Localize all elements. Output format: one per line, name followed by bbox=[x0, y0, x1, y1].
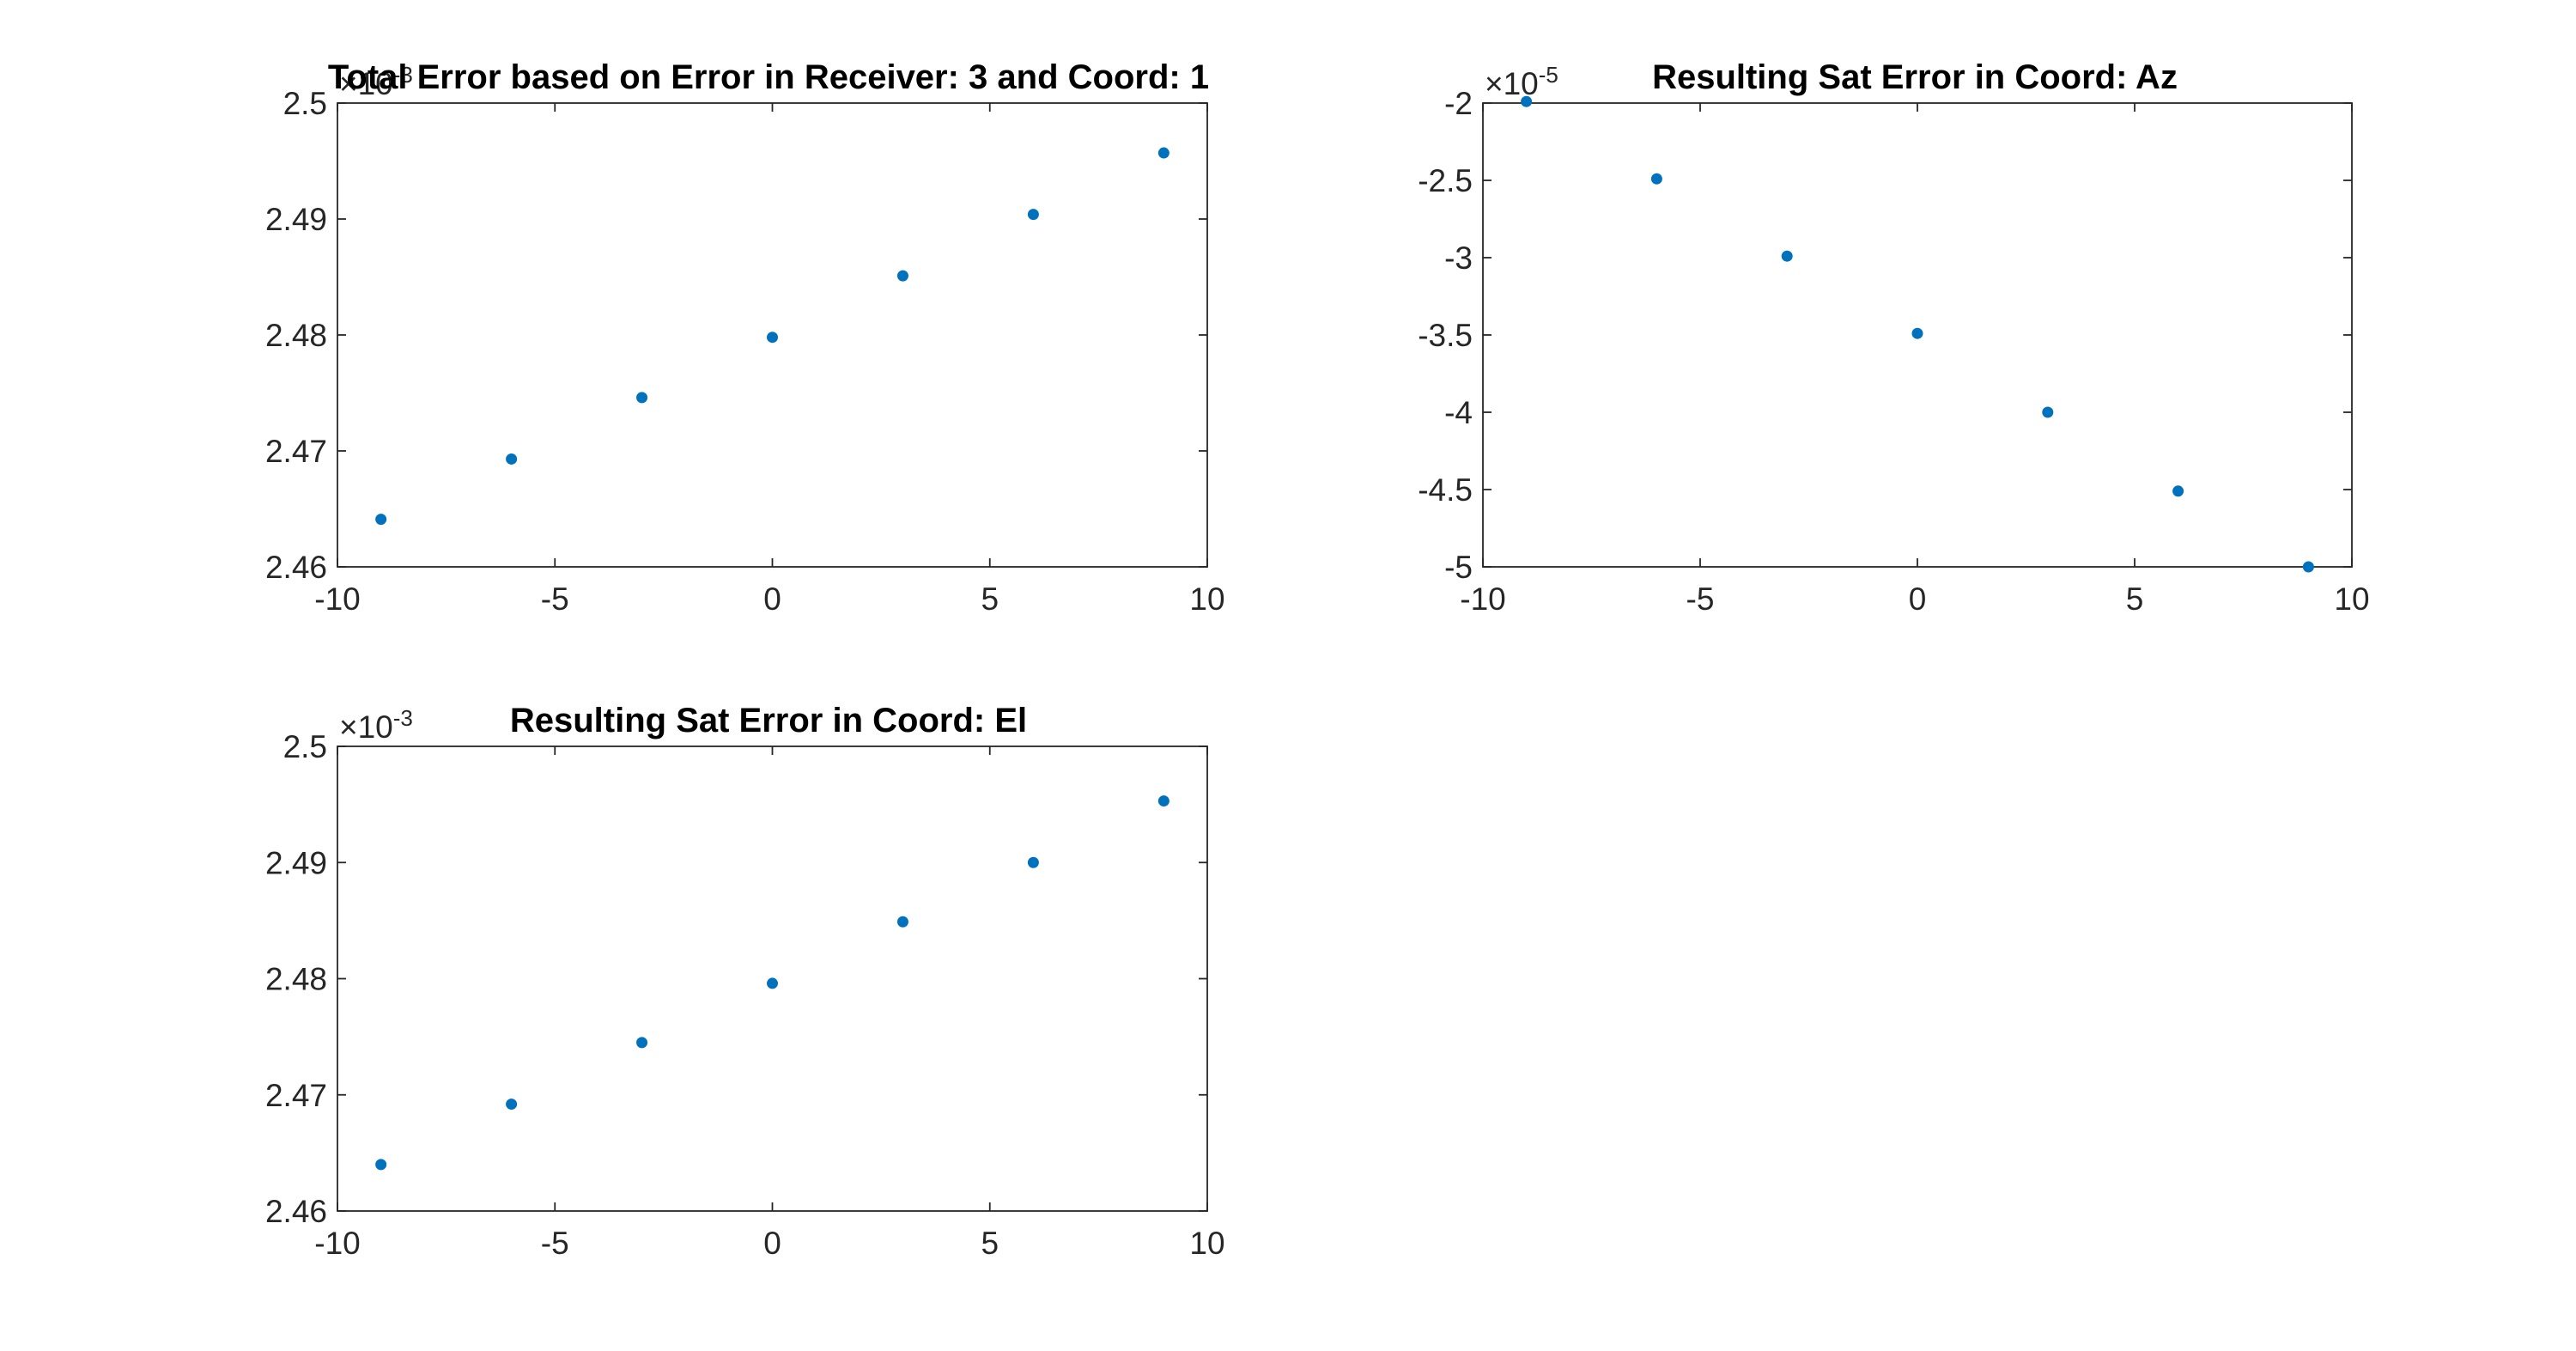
y-tick-label: 2.47 bbox=[265, 1078, 327, 1113]
data-point bbox=[2172, 485, 2184, 497]
y-exponent-base: ×10 bbox=[1485, 66, 1539, 101]
data-point bbox=[767, 977, 778, 989]
plot-title: Resulting Sat Error in Coord: El bbox=[510, 702, 1027, 739]
y-exponent-label: ×10-3 bbox=[339, 62, 413, 101]
data-point bbox=[2302, 561, 2314, 573]
data-point bbox=[506, 1098, 518, 1111]
y-tick-label: -4.5 bbox=[1418, 472, 1473, 508]
data-point bbox=[1781, 250, 1793, 262]
y-tick-label: -5 bbox=[1444, 550, 1473, 585]
data-point bbox=[636, 392, 648, 404]
data-point bbox=[896, 270, 908, 282]
x-tick-label: -10 bbox=[314, 581, 360, 617]
plot-title: Resulting Sat Error in Coord: Az bbox=[1652, 58, 2178, 96]
plot-3: -10 -5 0 5 10 2.46 2.47 2.48 2.49 2.5 ×10-3 Resulti… bbox=[265, 702, 1225, 1261]
y-tick-label: -3 bbox=[1444, 240, 1473, 276]
x-tick-label: -5 bbox=[1686, 581, 1715, 617]
y-exponent-power: -3 bbox=[393, 62, 413, 88]
y-tick-label: 2.46 bbox=[265, 550, 327, 585]
data-point bbox=[1521, 95, 1533, 107]
plot-title: Total Error based on Error in Receiver: … bbox=[328, 58, 1209, 96]
data-point bbox=[375, 514, 387, 526]
y-exponent-base: ×10 bbox=[339, 66, 393, 101]
x-tick-label: 0 bbox=[1909, 581, 1927, 617]
y-exponent-base: ×10 bbox=[339, 709, 393, 745]
y-tick-label: 2.48 bbox=[265, 962, 327, 997]
y-exponent-label: ×10-3 bbox=[339, 705, 413, 745]
data-point bbox=[1157, 795, 1170, 807]
y-tick-label: 2.5 bbox=[283, 729, 327, 764]
y-tick-label: 2.48 bbox=[265, 318, 327, 353]
x-tick-label: 10 bbox=[2334, 581, 2369, 617]
y-exponent-power: -5 bbox=[1539, 62, 1558, 88]
x-tick-label: -5 bbox=[541, 1226, 569, 1261]
y-tick-label: -4 bbox=[1444, 395, 1473, 430]
x-tick-label: 0 bbox=[763, 1226, 781, 1261]
x-tick-label: 10 bbox=[1189, 581, 1224, 617]
x-tick-label: -10 bbox=[314, 1226, 360, 1261]
y-tick-label: -3.5 bbox=[1418, 318, 1473, 353]
y-tick-label: -2 bbox=[1444, 86, 1473, 121]
x-tick-label: 5 bbox=[981, 1226, 999, 1261]
x-tick-label: 5 bbox=[2126, 581, 2144, 617]
data-point bbox=[375, 1159, 387, 1171]
data-point bbox=[506, 453, 518, 465]
y-exponent-label: ×10-5 bbox=[1485, 62, 1558, 101]
data-point bbox=[1027, 209, 1039, 221]
y-tick-label: 2.49 bbox=[265, 845, 327, 880]
x-tick-label: 5 bbox=[981, 581, 999, 617]
x-tick-label: 10 bbox=[1189, 1226, 1224, 1261]
data-point bbox=[1650, 173, 1662, 185]
data-point bbox=[1911, 327, 1923, 339]
y-tick-label: 2.49 bbox=[265, 202, 327, 237]
y-tick-label: 2.47 bbox=[265, 434, 327, 469]
x-tick-label: -10 bbox=[1460, 581, 1505, 617]
data-point bbox=[767, 332, 778, 344]
x-tick-label: -5 bbox=[541, 581, 569, 617]
y-tick-label: 2.46 bbox=[265, 1194, 327, 1229]
y-exponent-power: -3 bbox=[393, 705, 413, 731]
data-point bbox=[896, 916, 908, 928]
y-tick-label: 2.5 bbox=[283, 86, 327, 121]
data-point bbox=[636, 1037, 648, 1049]
data-point bbox=[1157, 147, 1170, 159]
y-tick-label: -2.5 bbox=[1418, 163, 1473, 198]
x-tick-label: 0 bbox=[763, 581, 781, 617]
data-point bbox=[1027, 856, 1039, 868]
plot-2: -10 -5 0 5 10-5-4.5-4-3.5-3-2.5-2×10-5 Result… bbox=[1418, 58, 2369, 617]
data-point bbox=[2042, 406, 2054, 418]
